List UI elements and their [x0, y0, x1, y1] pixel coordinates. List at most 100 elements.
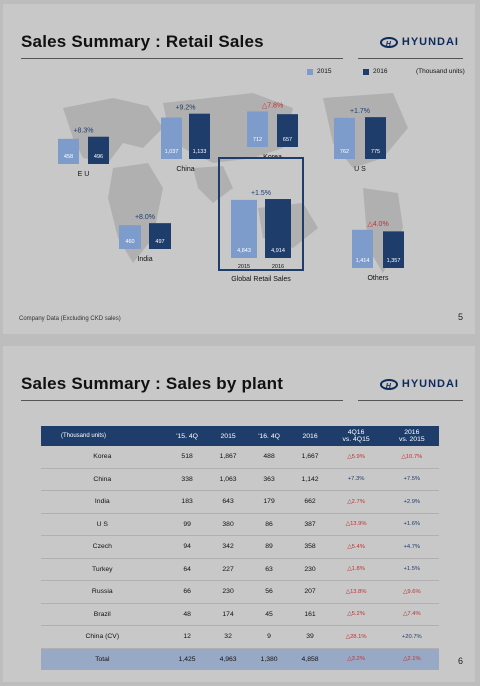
brand-name: HYUNDAI — [401, 36, 459, 48]
growth-label: +8.0% — [135, 214, 155, 221]
table-cell: 363 — [245, 468, 293, 491]
bar-value-label: 712 — [253, 137, 262, 143]
table-cell: 518 — [163, 446, 211, 469]
table-cell: +4.7% — [384, 535, 439, 559]
plant-name: Russia — [41, 580, 164, 604]
bar-value-label: 1,037 — [165, 149, 179, 155]
legend-label-2016: 2016 — [373, 68, 388, 75]
table-cell: △2.7% — [327, 490, 385, 514]
table-cell: 662 — [292, 490, 328, 514]
growth-label: △7.8% — [262, 102, 283, 109]
bar-2015 — [119, 225, 141, 249]
growth-label: +9.2% — [175, 105, 195, 112]
plant-name: Total — [41, 648, 164, 670]
legend-label-2015: 2015 — [317, 68, 332, 75]
table-cell: △28.1% — [327, 625, 385, 649]
plant-name: Korea — [41, 446, 164, 469]
bar-value-label: 497 — [155, 239, 164, 245]
growth-label: +8.3% — [73, 128, 93, 135]
region-label: U S — [354, 166, 366, 173]
bar-2015 — [352, 229, 373, 268]
bar-2015 — [231, 199, 257, 258]
growth-label: △4.0% — [367, 221, 388, 228]
bar-2016 — [277, 114, 298, 147]
table-cell: +7.3% — [327, 468, 385, 491]
slide-sales-by-plant: Sales Summary : Sales by plant H HYUNDAI… — [3, 346, 475, 682]
table-cell: △2.1% — [384, 648, 439, 670]
bar-value-label: 775 — [371, 149, 380, 155]
bar-value-label: 762 — [340, 149, 349, 155]
bar-value-label: 4,843 — [237, 248, 251, 254]
table-cell: △13.8% — [327, 580, 385, 604]
table-total-row: Total 1,425 4,963 1,380 4,858 △3.2% △2.1% — [41, 648, 439, 670]
table-row: India 183 643 179 662 △2.7% +2.9% — [41, 490, 439, 514]
table-cell: +1.6% — [384, 513, 439, 536]
table-cell: 230 — [292, 558, 328, 581]
table-cell: 86 — [245, 513, 293, 536]
table-cell: 342 — [210, 535, 246, 559]
page-number: 6 — [457, 656, 463, 666]
table-cell: 1,667 — [292, 446, 328, 469]
legend-2015: 2015 — [307, 68, 331, 75]
table-cell: +1.5% — [384, 558, 439, 581]
table-cell: △13.9% — [327, 513, 385, 536]
table-cell: +7.5% — [384, 468, 439, 491]
table-cell: 45 — [245, 603, 293, 626]
column-header: (Thousand units) — [41, 426, 164, 446]
table-cell: +20.7% — [384, 625, 439, 649]
table-cell: 338 — [163, 468, 211, 491]
table-cell: 66 — [163, 580, 211, 604]
table-row: Brazil 48 174 45 161 △5.2% △7.4% — [41, 603, 439, 626]
table-cell: 1,867 — [210, 446, 246, 469]
table-cell: 1,142 — [292, 468, 328, 491]
hyundai-logo: H HYUNDAI — [379, 378, 459, 390]
bar-2016 — [265, 199, 291, 258]
bar-value-label: 496 — [94, 154, 103, 160]
table-body: Korea 518 1,867 488 1,667 △5.9% △10.7% China 338… — [41, 446, 439, 670]
table-header-row: (Thousand units) '15. 4Q 2015'16. 4Q 2016 4Q… — [41, 426, 439, 446]
table-cell: △5.2% — [327, 603, 385, 626]
bar-value-label: 458 — [64, 154, 73, 160]
table-cell: 48 — [163, 603, 211, 626]
table-cell: 227 — [210, 558, 246, 581]
bar-value-label: 1,414 — [356, 258, 370, 264]
table-cell: 1,380 — [245, 648, 293, 670]
brand-name: HYUNDAI — [401, 378, 459, 390]
table-cell: 488 — [245, 446, 293, 469]
table-cell: 89 — [245, 535, 293, 559]
table-cell: 161 — [292, 603, 328, 626]
legend-swatch-2016 — [363, 68, 369, 75]
table-cell: 387 — [292, 513, 328, 536]
table-row: Turkey 64 227 63 230 △1.8% +1.5% — [41, 558, 439, 581]
table-cell: 9 — [245, 625, 293, 649]
bar-value-label: 460 — [125, 239, 134, 245]
bar-2015 — [247, 111, 268, 147]
column-header: '15. 4Q — [163, 426, 211, 446]
plant-name: Turkey — [41, 558, 164, 581]
bar-2016 — [383, 231, 404, 268]
table-cell: 99 — [163, 513, 211, 536]
table-cell: 4,858 — [292, 648, 328, 670]
table-row: Czech 94 342 89 358 △5.4% +4.7% — [41, 535, 439, 559]
table-row: Russia 66 230 56 207 △13.8% △9.6% — [41, 580, 439, 604]
plant-name: Czech — [41, 535, 164, 559]
bar-value-label: 4,914 — [271, 248, 285, 254]
bar-value-label: 657 — [283, 137, 292, 143]
table-cell: 39 — [292, 625, 328, 649]
table-cell: 358 — [292, 535, 328, 559]
bar-2015 — [161, 117, 182, 159]
plant-sales-table: (Thousand units) '15. 4Q 2015'16. 4Q 2016 4Q… — [41, 426, 439, 670]
bar-value-label: 1,357 — [387, 258, 401, 264]
bar-2016 — [149, 223, 171, 249]
hyundai-logo: H HYUNDAI — [379, 36, 459, 48]
hyundai-emblem-icon: H — [379, 378, 398, 390]
column-header: 4Q16 vs. 4Q15 — [327, 426, 385, 446]
plant-name: U S — [41, 513, 164, 536]
table-cell: 380 — [210, 513, 246, 536]
table-cell: 230 — [210, 580, 246, 604]
table-cell: 643 — [210, 490, 246, 514]
table-cell: 174 — [210, 603, 246, 626]
bar-2015 — [58, 138, 79, 164]
column-header: '16. 4Q — [245, 426, 293, 446]
legend-units: (Thousand units) — [416, 68, 465, 75]
